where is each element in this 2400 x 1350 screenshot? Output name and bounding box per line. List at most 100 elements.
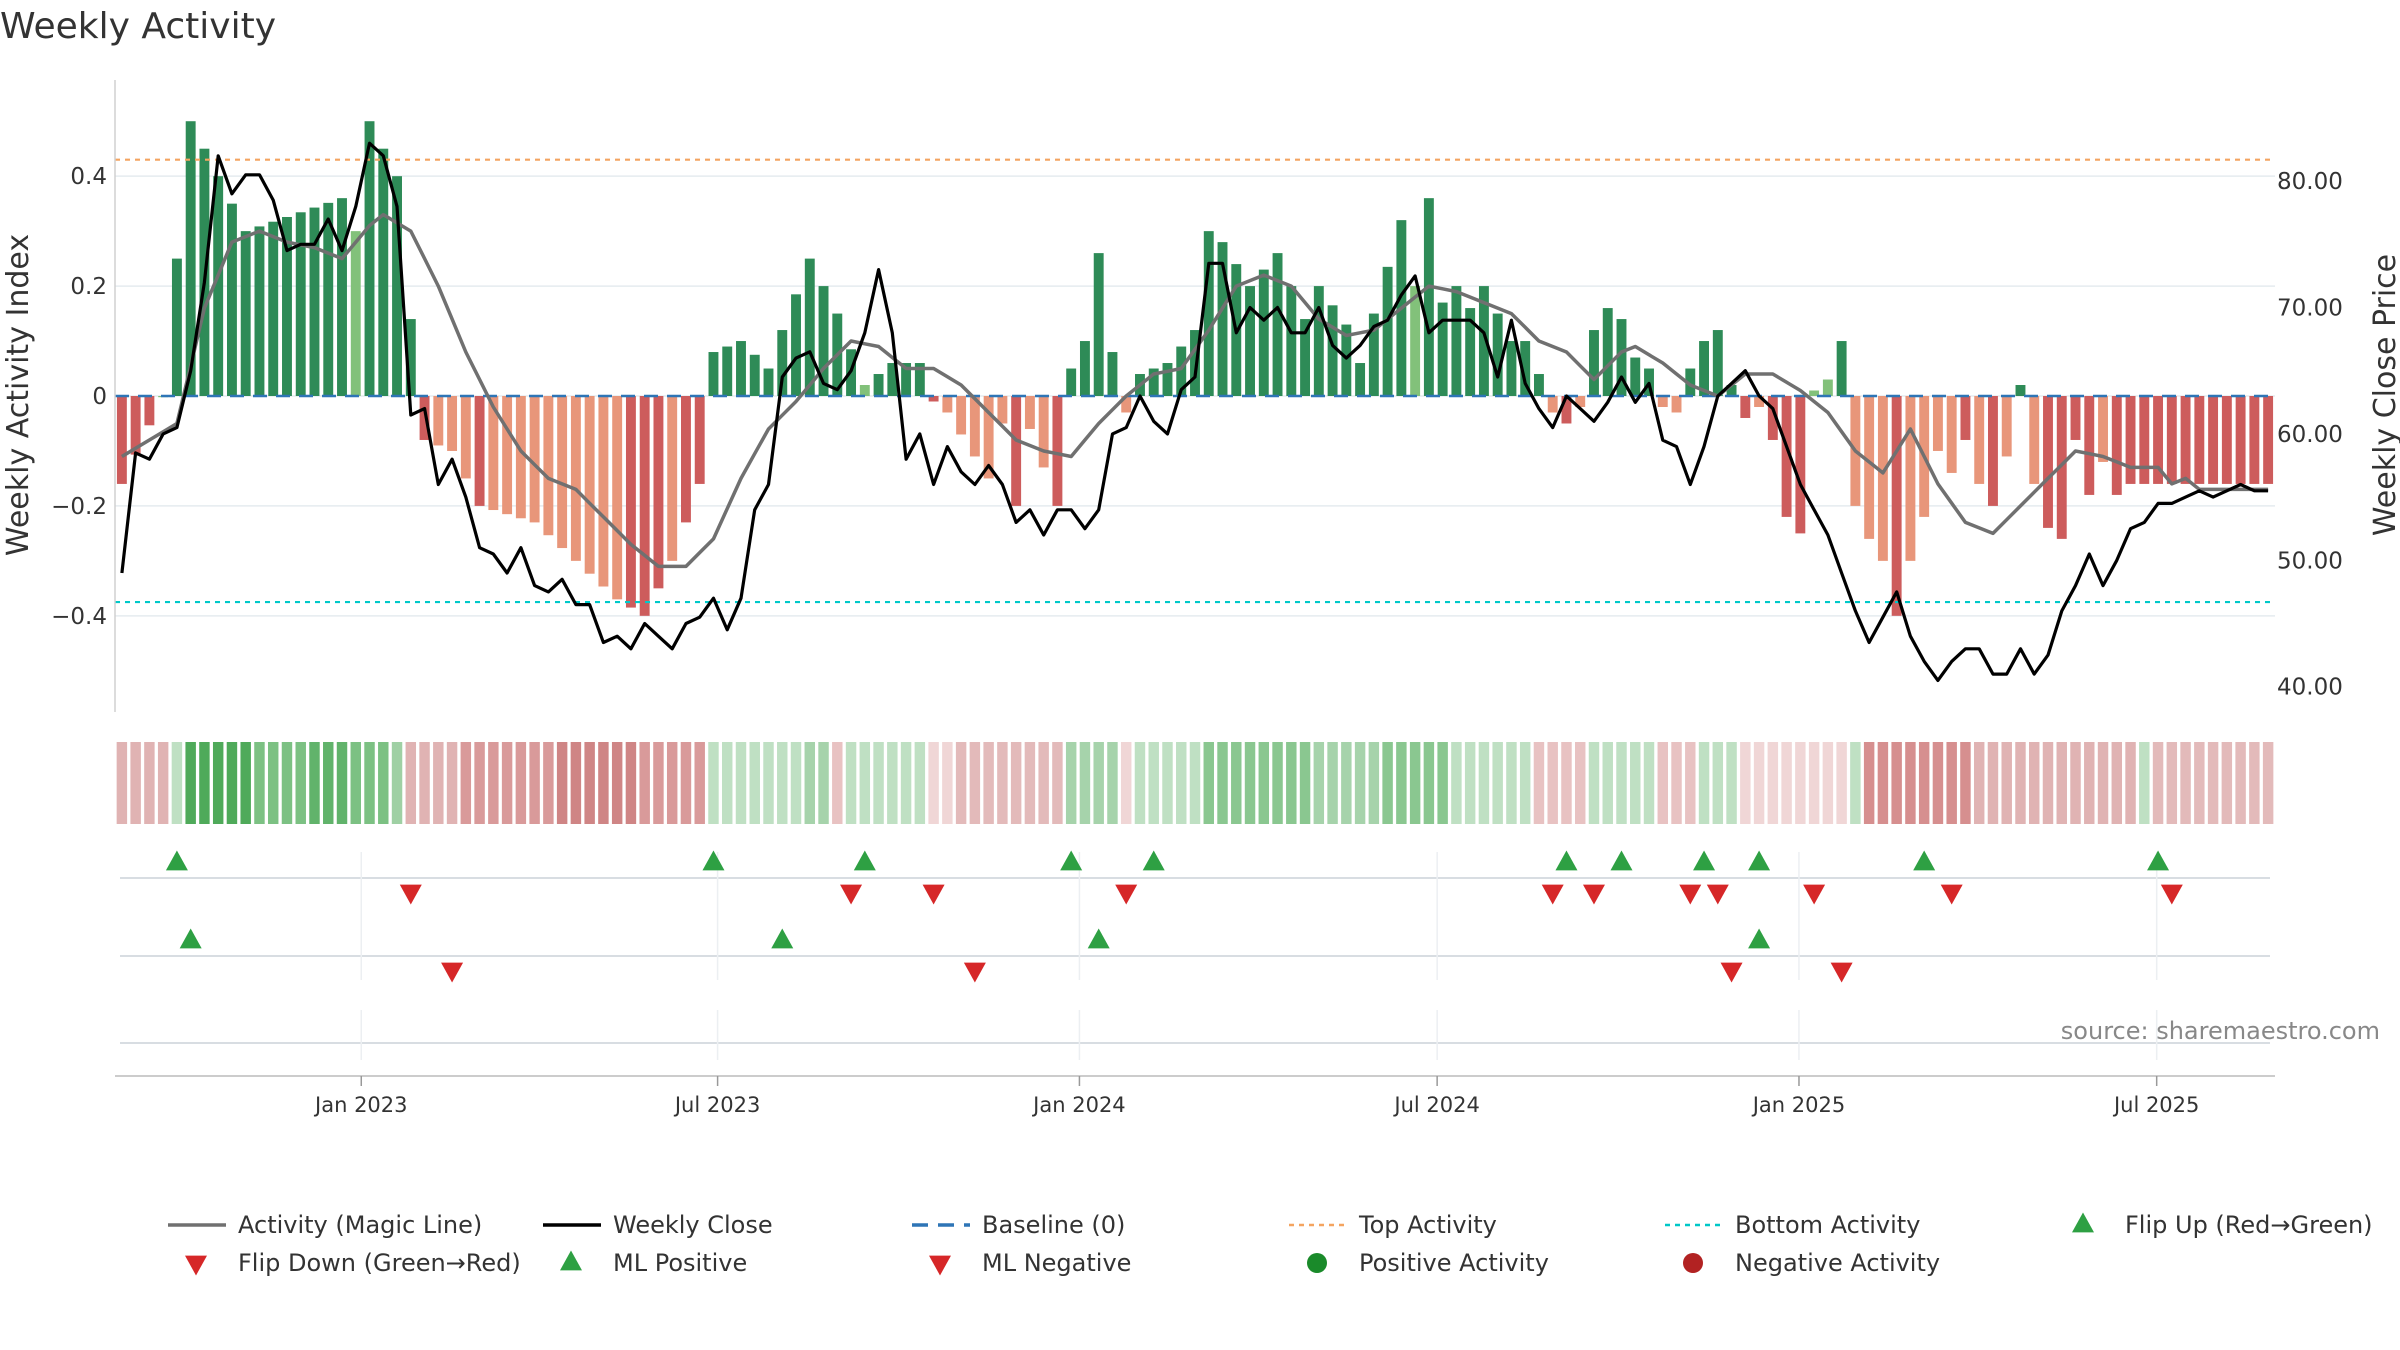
strip-cell bbox=[1217, 742, 1228, 824]
strip-cell bbox=[2221, 742, 2233, 824]
strip-cell bbox=[240, 742, 251, 824]
activity-bar bbox=[1602, 308, 1613, 396]
activity-bar bbox=[1960, 396, 1971, 440]
y-tick-left: 0.4 bbox=[70, 164, 107, 190]
strip-cell bbox=[1423, 742, 1435, 824]
strip-cell bbox=[433, 742, 444, 824]
strip-cell bbox=[2166, 742, 2178, 824]
activity-bar bbox=[1781, 396, 1792, 517]
strip-cell bbox=[625, 742, 637, 824]
strip-cell bbox=[1176, 742, 1187, 824]
activity-bar bbox=[130, 396, 141, 455]
activity-bar bbox=[392, 176, 402, 396]
strip-cell bbox=[1368, 742, 1380, 824]
activity-bar bbox=[667, 396, 678, 561]
activity-bar bbox=[1437, 302, 1448, 396]
weekly-close-line bbox=[120, 141, 2269, 683]
activity-bar bbox=[254, 226, 265, 396]
strip-cell bbox=[171, 742, 183, 824]
activity-bar bbox=[1272, 253, 1283, 396]
strip-cell bbox=[157, 742, 169, 824]
strip-cell bbox=[1024, 742, 1036, 824]
strip-cell bbox=[1698, 742, 1710, 824]
strip-cell bbox=[997, 742, 1008, 824]
y-tick-right: 40.00 bbox=[2277, 675, 2343, 701]
strip-cell bbox=[529, 742, 540, 824]
strip-cell bbox=[1437, 742, 1448, 824]
y-tick-left: −0.2 bbox=[51, 494, 107, 520]
activity-bar bbox=[584, 396, 595, 574]
strip-cell bbox=[1286, 742, 1297, 824]
legend-label: Weekly Close bbox=[613, 1211, 773, 1239]
strip-cell bbox=[1107, 742, 1118, 824]
activity-bar bbox=[653, 396, 664, 589]
activity-bar bbox=[1341, 324, 1352, 396]
activity-bar bbox=[681, 396, 691, 523]
strip-cell bbox=[1891, 742, 1902, 824]
strip-cell bbox=[845, 742, 857, 824]
activity-bar bbox=[969, 396, 980, 457]
strip-cell bbox=[694, 742, 705, 824]
activity-bar bbox=[1423, 198, 1434, 396]
strip-cell bbox=[2180, 742, 2191, 824]
flip-down-marker bbox=[840, 884, 863, 905]
activity-bar bbox=[1410, 286, 1421, 396]
activity-bar bbox=[1327, 305, 1338, 396]
activity-bar bbox=[928, 396, 939, 402]
strip-cell bbox=[2056, 742, 2067, 824]
activity-bar bbox=[419, 396, 430, 440]
activity-bar bbox=[708, 352, 719, 396]
activity-bar bbox=[2029, 396, 2040, 484]
activity-bar bbox=[2263, 396, 2274, 484]
strip-cell bbox=[460, 742, 472, 824]
strip-cell bbox=[515, 742, 527, 824]
activity-bar bbox=[1891, 396, 1902, 616]
ml-negative-marker bbox=[441, 962, 464, 983]
strip-cell bbox=[1010, 742, 1022, 824]
strip-cell bbox=[1726, 742, 1737, 824]
activity-bar bbox=[1313, 286, 1324, 396]
activity-bar bbox=[1300, 319, 1311, 396]
ml-negative-marker bbox=[963, 962, 986, 983]
activity-bar bbox=[1368, 313, 1379, 396]
activity-bar bbox=[337, 198, 347, 396]
flip-up-marker bbox=[165, 850, 188, 871]
activity-bar bbox=[818, 286, 829, 396]
strip-cell bbox=[763, 742, 774, 824]
strip-cell bbox=[708, 742, 719, 824]
flip-up-marker bbox=[1555, 850, 1578, 871]
legend-label: ML Positive bbox=[613, 1249, 747, 1277]
strip-cell bbox=[735, 742, 747, 824]
strip-cell bbox=[2249, 742, 2260, 824]
strip-cell bbox=[1148, 742, 1159, 824]
strip-cell bbox=[584, 742, 595, 824]
strip-cell bbox=[818, 742, 829, 824]
x-tick-label: Jul 2025 bbox=[2112, 1093, 2199, 1117]
strip-cell bbox=[1451, 742, 1462, 824]
activity-bar bbox=[295, 212, 306, 396]
x-axis: Jan 2023 Jul 2023 Jan 2024 Jul 2024 Jan 2025… bbox=[115, 1075, 2275, 1117]
activity-bar bbox=[1148, 368, 1159, 396]
strip-cell bbox=[653, 742, 664, 824]
activity-bar bbox=[543, 396, 554, 536]
activity-bar bbox=[1877, 396, 1888, 561]
strip-cell bbox=[212, 742, 224, 824]
activity-bar bbox=[1038, 396, 1049, 468]
activity-bar bbox=[1093, 253, 1104, 396]
strip-cell bbox=[790, 742, 802, 824]
strip-cell bbox=[749, 742, 760, 824]
strip-cell bbox=[1808, 742, 1820, 824]
strip-cell bbox=[309, 742, 320, 824]
activity-bar bbox=[474, 396, 485, 506]
activity-bar bbox=[433, 396, 444, 446]
activity-bar bbox=[625, 396, 636, 608]
y-tick-right: 80.00 bbox=[2277, 169, 2343, 195]
flip-down-marker bbox=[1803, 884, 1826, 905]
activity-bar bbox=[1822, 379, 1833, 396]
legend-swatch bbox=[1683, 1253, 1703, 1273]
activity-bar bbox=[144, 396, 155, 426]
activity-bar bbox=[1767, 396, 1778, 440]
activity-bar bbox=[2194, 396, 2205, 484]
activity-bar bbox=[460, 396, 471, 479]
strip-cell bbox=[1987, 742, 1999, 824]
